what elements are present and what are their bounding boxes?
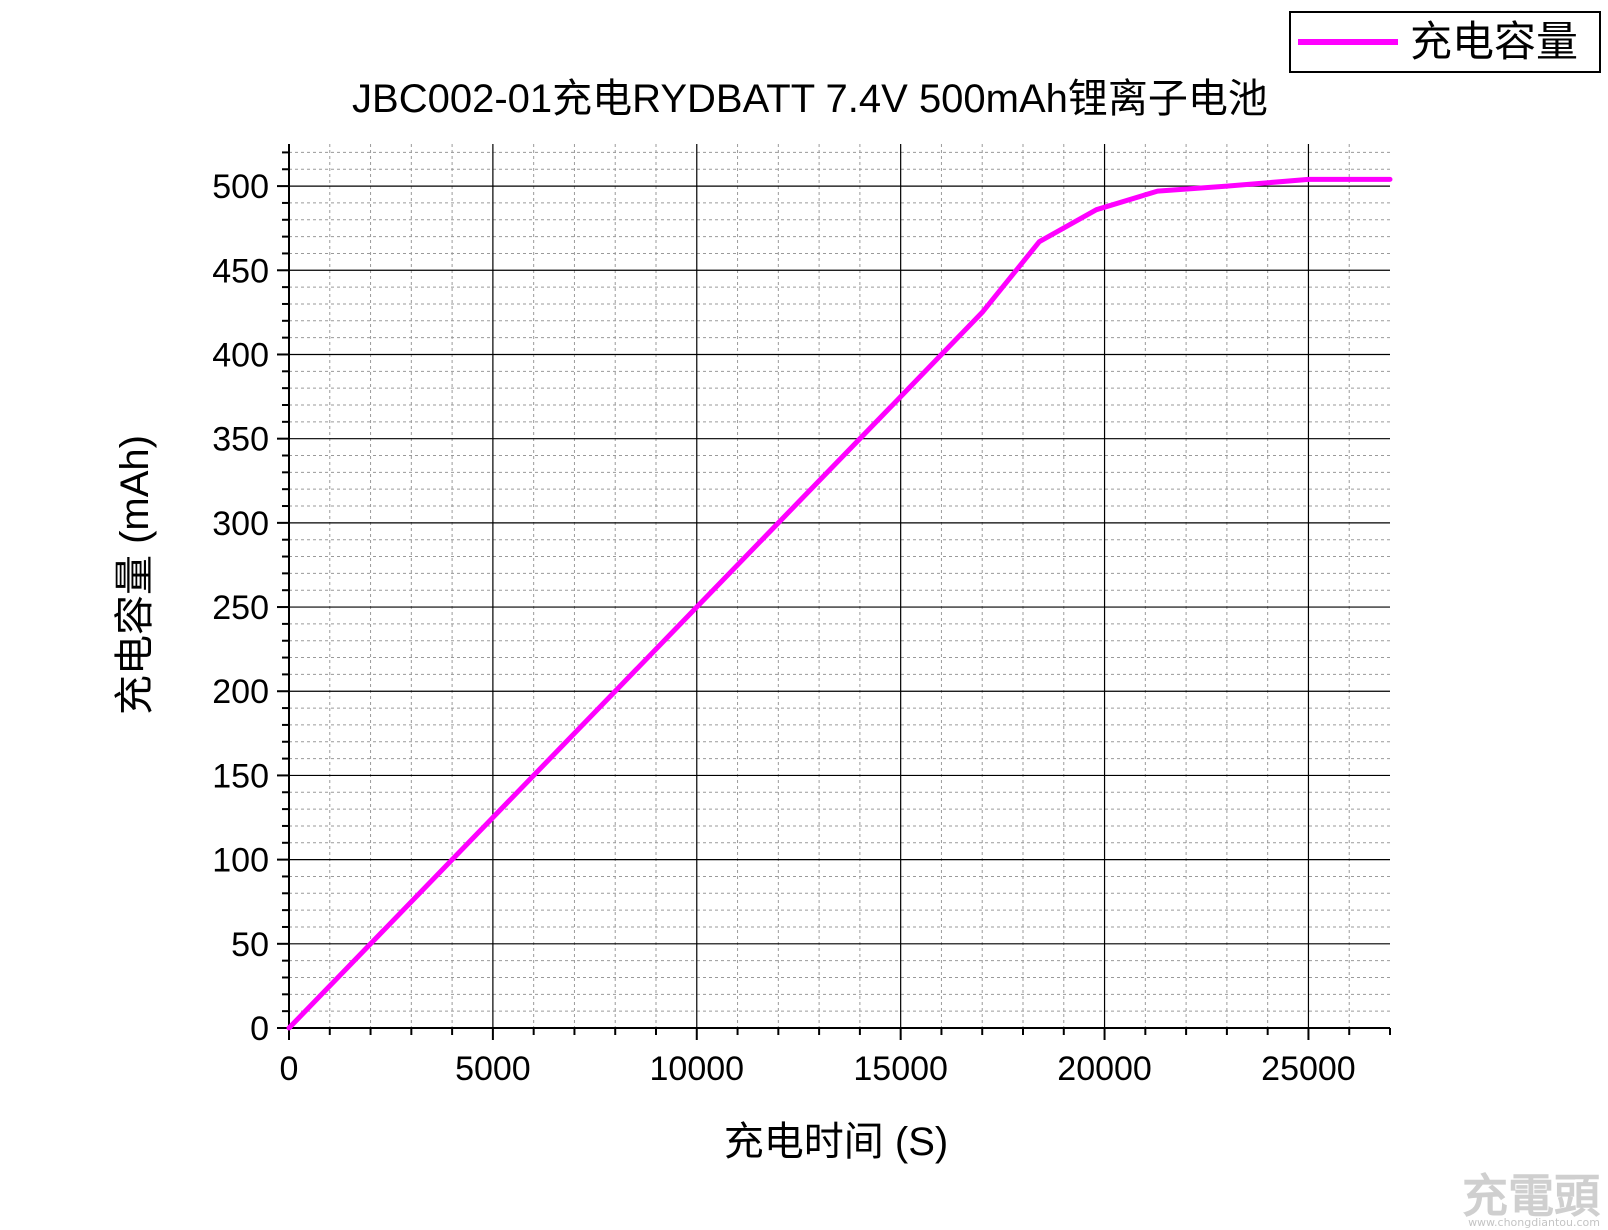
y-tick-label: 250 <box>212 589 269 627</box>
y-tick-label: 100 <box>212 842 269 880</box>
x-tick-label: 10000 <box>650 1050 745 1088</box>
y-tick-label: 0 <box>250 1010 269 1048</box>
axis-ticks <box>277 151 1391 1040</box>
x-axis-label: 充电时间 (S) <box>724 1120 948 1164</box>
y-tick-label: 450 <box>212 252 269 290</box>
watermark-site: www.chongdiantou.com <box>1468 1216 1600 1229</box>
y-tick-label: 350 <box>212 421 269 459</box>
y-tick-label: 400 <box>212 336 269 374</box>
x-tick-label: 25000 <box>1261 1050 1356 1088</box>
y-tick-label: 500 <box>212 168 269 206</box>
y-tick-label: 300 <box>212 505 269 543</box>
legend-entry-label: 充电容量 <box>1410 18 1578 65</box>
watermark-brand: 充電頭 <box>1462 1169 1601 1223</box>
y-tick-label: 150 <box>212 757 269 795</box>
watermark: 充電頭 www.chongdiantou.com <box>1462 1169 1601 1229</box>
legend: 充电容量 <box>1289 11 1601 73</box>
x-tick-label: 20000 <box>1057 1050 1152 1088</box>
series-layer <box>286 176 1393 1031</box>
y-tick-label: 200 <box>212 673 269 711</box>
major-grid <box>289 144 1390 1028</box>
x-tick-label: 0 <box>280 1050 299 1088</box>
x-tick-label: 5000 <box>455 1050 531 1088</box>
series-line <box>286 176 1393 1031</box>
chart-title: JBC002-01充电RYDBATT 7.4V 500mAh锂离子电池 <box>352 77 1268 121</box>
y-tick-label: 50 <box>231 926 269 964</box>
x-tick-label: 15000 <box>853 1050 948 1088</box>
y-axis-label: 充电容量 (mAh) <box>113 435 157 715</box>
